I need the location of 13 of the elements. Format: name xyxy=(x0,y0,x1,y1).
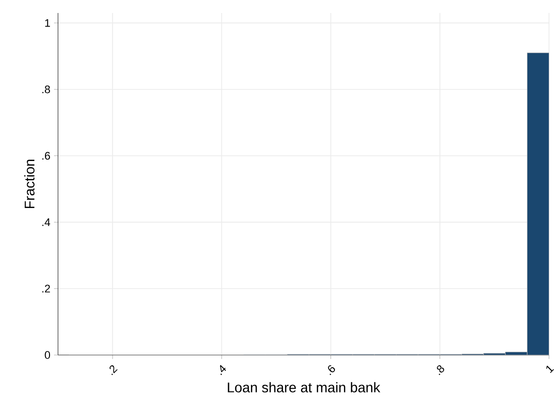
x-tick-label: 1 xyxy=(546,366,554,374)
y-tick-label: .4 xyxy=(42,218,50,226)
x-tick-label: .2 xyxy=(110,365,118,376)
y-axis-title: Fraction xyxy=(24,160,35,208)
y-tick-label: 0 xyxy=(44,351,50,359)
x-tick-label: .8 xyxy=(436,365,444,376)
y-tick-label: .8 xyxy=(42,86,50,94)
x-axis-title: Loan share at main bank xyxy=(228,382,380,392)
y-tick-label: .2 xyxy=(42,284,50,292)
y-tick-label: 1 xyxy=(45,19,50,27)
y-tick-label: .6 xyxy=(42,152,50,160)
x-tick-label: .4 xyxy=(220,364,226,376)
x-tick-label: .6 xyxy=(328,365,335,376)
